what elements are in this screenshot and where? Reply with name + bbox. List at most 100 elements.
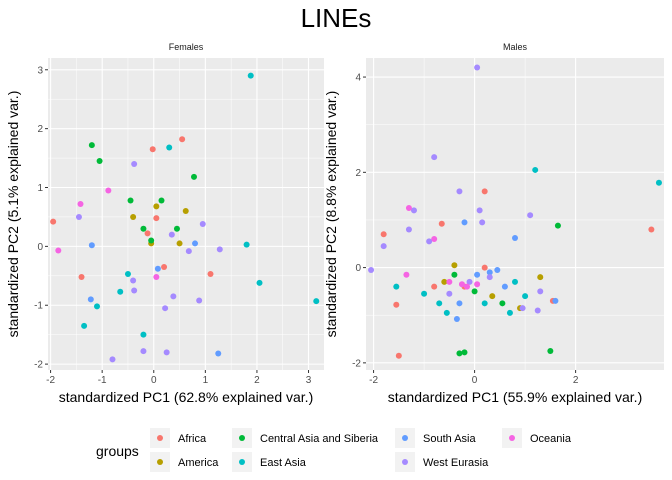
panel-females: Females -2 -1 0 1 2 3 -2 -1 0 1 2 3 standardized PC… bbox=[5, 36, 324, 405]
legend-key-point bbox=[157, 459, 163, 465]
data-point bbox=[464, 283, 471, 290]
data-point bbox=[648, 226, 655, 233]
data-point bbox=[153, 273, 160, 280]
y-tick-label: 0 bbox=[355, 263, 361, 274]
data-point bbox=[446, 290, 453, 297]
data-point bbox=[168, 231, 175, 238]
y-tick-label: -2 bbox=[352, 358, 361, 369]
data-point bbox=[534, 307, 541, 314]
data-point bbox=[368, 266, 375, 273]
legend-key-point bbox=[239, 459, 245, 465]
data-point bbox=[393, 283, 400, 290]
data-point bbox=[105, 187, 112, 194]
data-point bbox=[421, 290, 428, 297]
data-point bbox=[532, 166, 539, 173]
data-point bbox=[456, 350, 463, 357]
axis-ticks: -2 0 2 -2 0 2 4 bbox=[352, 73, 579, 386]
strip-label: Males bbox=[503, 42, 528, 52]
data-point bbox=[486, 274, 493, 281]
data-point bbox=[199, 221, 206, 228]
data-point bbox=[380, 243, 387, 250]
data-point bbox=[247, 72, 254, 79]
axis-ticks: -2 -1 0 1 2 3 -2 -1 0 1 2 3 bbox=[34, 65, 312, 386]
x-tick-label: 0 bbox=[472, 375, 478, 386]
data-point bbox=[547, 347, 554, 354]
legend-label: Africa bbox=[178, 433, 207, 445]
x-tick-label: 2 bbox=[254, 375, 260, 386]
legend-label: South Asia bbox=[423, 433, 476, 445]
data-point bbox=[461, 219, 468, 226]
data-point bbox=[405, 205, 412, 212]
data-point bbox=[512, 278, 518, 285]
y-axis-label: standardized PC2 (8.8% explained var.) bbox=[323, 91, 339, 338]
data-point bbox=[499, 300, 506, 307]
data-point bbox=[192, 240, 199, 247]
data-point bbox=[154, 265, 161, 272]
y-tick-label: 2 bbox=[355, 168, 361, 179]
legend-key-point bbox=[402, 459, 408, 465]
data-point bbox=[256, 279, 263, 286]
plot-background bbox=[366, 58, 664, 370]
data-point bbox=[655, 179, 662, 186]
data-point bbox=[75, 213, 82, 220]
data-point bbox=[486, 269, 493, 276]
x-tick-label: -1 bbox=[98, 375, 107, 386]
x-axis-label: standardized PC1 (62.8% explained var.) bbox=[59, 389, 313, 405]
x-tick-label: 3 bbox=[306, 375, 312, 386]
data-point bbox=[163, 349, 170, 356]
data-point bbox=[479, 219, 486, 226]
data-point bbox=[380, 231, 387, 238]
data-point bbox=[182, 208, 189, 215]
data-point bbox=[124, 271, 131, 278]
data-point bbox=[481, 264, 488, 271]
data-point bbox=[431, 236, 438, 243]
data-point bbox=[144, 230, 151, 237]
x-tick-label: -2 bbox=[369, 375, 378, 386]
legend-item: West Eurasia bbox=[395, 452, 489, 472]
data-point bbox=[55, 247, 62, 254]
chart-title: LINEs bbox=[301, 3, 372, 33]
data-point bbox=[153, 215, 160, 222]
legend-label: East Asia bbox=[260, 457, 307, 469]
data-point bbox=[506, 309, 513, 316]
data-point bbox=[395, 352, 402, 359]
data-point bbox=[50, 218, 57, 225]
data-point bbox=[441, 278, 448, 285]
data-point bbox=[81, 322, 88, 329]
legend-item: South Asia bbox=[395, 428, 476, 448]
data-point bbox=[78, 273, 85, 280]
legend-item: East Asia bbox=[232, 452, 307, 472]
data-point bbox=[522, 293, 529, 300]
data-point bbox=[436, 300, 443, 307]
data-point bbox=[512, 235, 518, 242]
data-point bbox=[410, 207, 417, 214]
data-point bbox=[451, 262, 458, 269]
data-point bbox=[393, 301, 400, 308]
legend: groups Africa America Central Asia and Sib… bbox=[96, 428, 572, 472]
data-point bbox=[148, 237, 155, 244]
data-point bbox=[554, 222, 561, 229]
y-tick-label: 1 bbox=[37, 183, 43, 194]
data-point bbox=[216, 246, 223, 253]
x-axis-label: standardized PC1 (55.9% explained var.) bbox=[388, 389, 642, 405]
data-point bbox=[87, 296, 94, 303]
data-point bbox=[446, 278, 453, 285]
y-tick-label: -1 bbox=[34, 301, 43, 312]
legend-item: Oceania bbox=[502, 428, 572, 448]
data-point bbox=[109, 356, 116, 363]
data-point bbox=[96, 158, 103, 165]
strip-label: Females bbox=[169, 42, 204, 52]
data-point bbox=[443, 309, 450, 316]
x-tick-label: 1 bbox=[203, 375, 209, 386]
legend-key-point bbox=[509, 435, 515, 441]
y-axis-label: standardized PC2 (5.1% explained var.) bbox=[5, 91, 21, 338]
data-point bbox=[161, 263, 168, 270]
data-point bbox=[162, 305, 169, 312]
data-point bbox=[131, 287, 138, 294]
legend-label: West Eurasia bbox=[423, 457, 489, 469]
data-points bbox=[50, 72, 320, 363]
legend-title: groups bbox=[96, 443, 139, 459]
data-point bbox=[431, 154, 438, 161]
